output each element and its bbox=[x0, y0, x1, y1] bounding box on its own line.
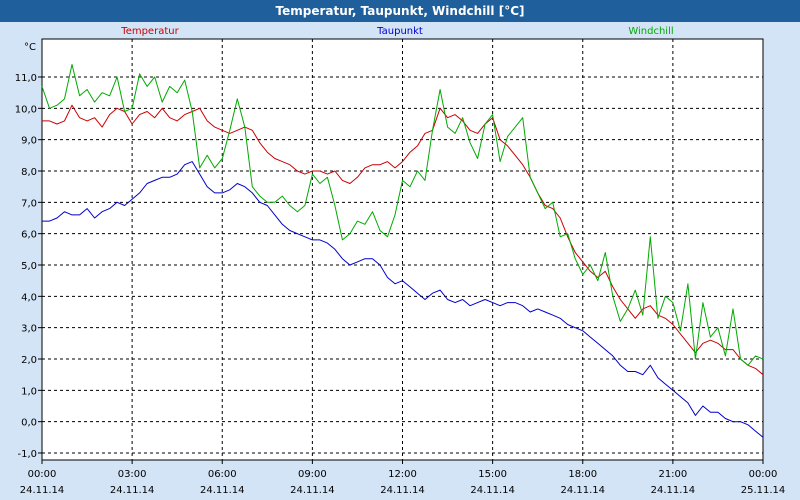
y-tick-label: 4,0 bbox=[21, 292, 37, 303]
x-tick-time-label: 03:00 bbox=[118, 469, 147, 480]
chart-title: Temperatur, Taupunkt, Windchill [°C] bbox=[0, 0, 800, 22]
legend-taupunkt: Taupunkt bbox=[376, 26, 423, 37]
y-tick-label: 2,0 bbox=[21, 355, 37, 366]
y-tick-label: 7,0 bbox=[21, 198, 37, 209]
x-tick-date-label: 24.11.14 bbox=[651, 485, 696, 496]
y-tick-label: 1,0 bbox=[21, 386, 37, 397]
legend-windchill: Windchill bbox=[628, 26, 673, 37]
x-tick-time-label: 06:00 bbox=[208, 469, 237, 480]
x-tick-date-label: 24.11.14 bbox=[470, 485, 515, 496]
series-line-temperatur bbox=[42, 104, 764, 376]
line-chart: -1,0 0,0 1,0 2,0 3,0 4,0 5,0 6,0 7,0 8,0 9,0 10,0 11… bbox=[15, 26, 786, 496]
x-tick-date-label: 24.11.14 bbox=[20, 485, 65, 496]
x-tick-time-label: 12:00 bbox=[388, 469, 417, 480]
y-tick-label: 0,0 bbox=[21, 418, 37, 429]
y-tick-label: 5,0 bbox=[21, 261, 37, 272]
y-tick-label: 9,0 bbox=[21, 136, 37, 147]
x-tick-time-label: 21:00 bbox=[658, 469, 687, 480]
x-tick-date-label: 24.11.14 bbox=[200, 485, 245, 496]
x-tick-date-label: 24.11.14 bbox=[560, 485, 605, 496]
series-line-taupunkt bbox=[42, 161, 764, 438]
series-line-windchill bbox=[41, 64, 764, 366]
x-tick-time-label: 09:00 bbox=[298, 469, 327, 480]
y-tick-label: 3,0 bbox=[21, 324, 37, 335]
y-tick-label: 10,0 bbox=[15, 104, 37, 115]
y-tick-label: 6,0 bbox=[21, 230, 37, 241]
y-axis-label: °C bbox=[24, 42, 36, 53]
y-tick-label: 8,0 bbox=[21, 167, 37, 178]
y-tick-label: 11,0 bbox=[15, 73, 37, 84]
legend-temperatur: Temperatur bbox=[120, 26, 179, 37]
x-tick-time-label: 00:00 bbox=[28, 469, 57, 480]
y-tick-label: -1,0 bbox=[17, 449, 37, 460]
x-tick-date-label: 24.11.14 bbox=[380, 485, 425, 496]
x-tick-date-label: 24.11.14 bbox=[110, 485, 155, 496]
x-tick-time-label: 18:00 bbox=[568, 469, 597, 480]
x-tick-date-label: 24.11.14 bbox=[290, 485, 335, 496]
x-tick-date-label: 25.11.14 bbox=[741, 485, 786, 496]
x-tick-time-label: 15:00 bbox=[478, 469, 507, 480]
x-tick-time-label: 00:00 bbox=[749, 469, 778, 480]
